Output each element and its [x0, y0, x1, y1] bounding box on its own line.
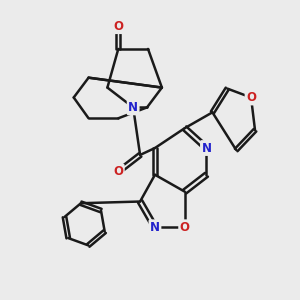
Text: N: N [202, 142, 212, 154]
Text: N: N [150, 221, 160, 234]
Text: N: N [128, 101, 138, 114]
Text: O: O [113, 165, 123, 178]
Text: O: O [180, 221, 190, 234]
Text: O: O [113, 20, 123, 33]
Text: O: O [246, 91, 256, 104]
